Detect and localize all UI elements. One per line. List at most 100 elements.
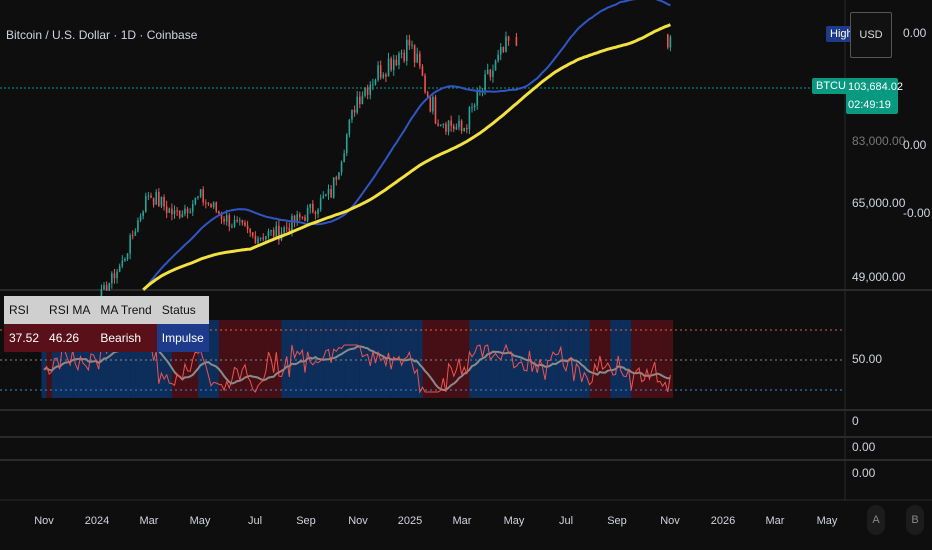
candle-body bbox=[515, 37, 518, 46]
candle-body bbox=[312, 203, 314, 213]
candle-body bbox=[392, 59, 395, 70]
status-header: Status bbox=[156, 296, 209, 324]
rsi-zone bbox=[307, 320, 313, 398]
candle-body bbox=[395, 59, 398, 66]
rsi-zone bbox=[464, 320, 470, 398]
rsi-zone bbox=[626, 320, 632, 398]
candle-body bbox=[181, 214, 184, 218]
candle-body bbox=[439, 124, 442, 126]
rsi-zone bbox=[370, 320, 376, 398]
candle-body bbox=[335, 177, 338, 180]
candle-body bbox=[499, 47, 502, 55]
rsi-zone bbox=[453, 320, 460, 398]
high-badge[interactable]: High bbox=[826, 26, 857, 42]
rsi-zone bbox=[46, 320, 52, 398]
x-tick-label: Sep bbox=[607, 515, 627, 527]
rsi-zone bbox=[98, 320, 105, 398]
rsi-zone bbox=[124, 320, 131, 398]
candle-body bbox=[111, 273, 113, 284]
candle-body bbox=[233, 220, 236, 227]
rsi-zone bbox=[265, 320, 272, 398]
candle-body bbox=[330, 188, 332, 198]
rsi-zone bbox=[344, 320, 350, 398]
rsi-zone bbox=[218, 320, 225, 398]
candle-body bbox=[505, 36, 507, 52]
candle-body bbox=[270, 229, 272, 232]
scale-value-2: 0.00 bbox=[903, 138, 927, 152]
rsi-zone bbox=[281, 320, 287, 398]
x-tick-label: Nov bbox=[34, 515, 54, 527]
candle-body bbox=[450, 120, 452, 126]
rsi-zone bbox=[57, 320, 63, 398]
candle-body bbox=[497, 54, 499, 61]
candle-body bbox=[411, 44, 413, 46]
rsi-zone bbox=[130, 320, 136, 398]
candle-body bbox=[348, 119, 351, 135]
candle-body bbox=[351, 109, 353, 120]
candle-body bbox=[452, 125, 455, 130]
rsi-zone bbox=[135, 320, 141, 398]
rsi-zone bbox=[469, 320, 475, 398]
candle-body bbox=[189, 211, 191, 213]
rsi-zone bbox=[485, 320, 491, 398]
rsi-zone bbox=[286, 320, 293, 398]
candle-body bbox=[364, 87, 366, 96]
candle-body bbox=[484, 74, 486, 91]
rsi-zone bbox=[171, 320, 178, 398]
rsi-zone bbox=[156, 320, 162, 398]
candle-body bbox=[385, 74, 387, 77]
rsi-zone bbox=[599, 320, 606, 398]
candle-body bbox=[366, 87, 369, 95]
rsi-zone bbox=[213, 320, 219, 398]
candle-body bbox=[265, 236, 267, 240]
candle-body bbox=[301, 216, 304, 218]
x-tick-label: Mar bbox=[140, 515, 159, 527]
x-tick-label: Nov bbox=[348, 515, 368, 527]
b-button[interactable]: B bbox=[906, 505, 924, 535]
rsi-zone bbox=[276, 320, 282, 398]
candle-body bbox=[121, 260, 124, 267]
candle-body bbox=[238, 220, 241, 222]
bar-countdown: 02:49:19 bbox=[848, 99, 891, 111]
candle-body bbox=[165, 206, 168, 213]
rsi-zone bbox=[662, 320, 668, 398]
auto-scale-button[interactable]: A bbox=[867, 505, 885, 535]
currency-selector[interactable]: USD bbox=[850, 12, 892, 58]
scale-value-3: -0.00 bbox=[903, 206, 931, 220]
rsi-zone bbox=[537, 320, 543, 398]
rsi-zone bbox=[631, 320, 637, 398]
candle-body bbox=[116, 271, 118, 279]
candle-body bbox=[338, 172, 340, 180]
rsi-zone bbox=[198, 320, 204, 398]
candle-body bbox=[197, 196, 199, 198]
candle-body bbox=[205, 202, 207, 204]
rsi-zone bbox=[573, 320, 580, 398]
rsi-zone bbox=[297, 320, 303, 398]
scale-price-partial: 83,000.00 bbox=[852, 134, 906, 148]
candle-body bbox=[246, 225, 249, 230]
candle-body bbox=[403, 52, 405, 62]
rsi-zone bbox=[349, 320, 355, 398]
time-axis[interactable]: Nov 2024 Mar May Jul Sep Nov 2025 Mar May Jul Sep No… bbox=[34, 515, 838, 527]
candle-body bbox=[142, 211, 144, 217]
candle-body bbox=[218, 211, 220, 214]
rsi-zone bbox=[182, 320, 188, 398]
candle-body bbox=[131, 235, 134, 237]
candle-body bbox=[319, 198, 322, 210]
candle-body bbox=[293, 215, 296, 223]
candle-body bbox=[168, 208, 171, 213]
candle-body bbox=[476, 91, 479, 106]
x-tick-label: 2025 bbox=[398, 515, 422, 527]
rsi-zone bbox=[365, 320, 371, 398]
scale-rsi-mid: 50.00 bbox=[852, 352, 883, 366]
candle-body bbox=[147, 195, 150, 197]
candle-body bbox=[437, 123, 439, 126]
candle-body bbox=[382, 74, 385, 78]
rsi-zone bbox=[234, 320, 240, 398]
candle-body bbox=[124, 258, 126, 261]
candle-body bbox=[291, 215, 293, 232]
candle-body bbox=[150, 195, 152, 198]
candle-body bbox=[432, 96, 434, 112]
rsi-zone bbox=[208, 320, 214, 398]
